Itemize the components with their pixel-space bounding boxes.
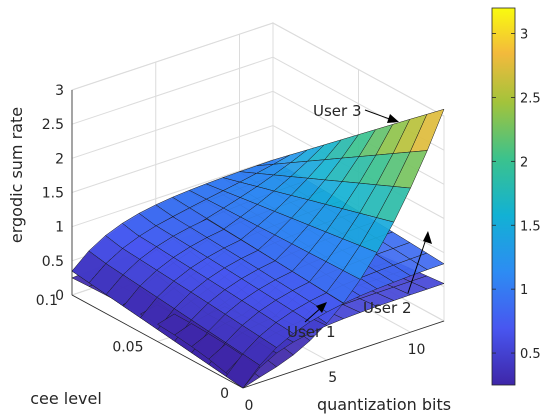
colorbar-tick-label: 3: [520, 28, 528, 43]
x-tick-label: 10: [408, 342, 426, 358]
z-axis-label: ergodic sum rate: [7, 107, 26, 243]
z-tick-label: 2: [55, 151, 64, 167]
z-tick-label: 0: [55, 288, 64, 304]
annotation-user-3: User 3: [313, 102, 399, 123]
colorbar-tick-label: 0.5: [520, 347, 541, 362]
y-axis-label: cee level: [30, 389, 102, 408]
user-1-arrowhead: [316, 302, 327, 313]
colorbar-ramp: [491, 7, 516, 386]
z-tick-label: 1: [55, 220, 64, 236]
z-tick-label: 2.5: [42, 117, 64, 133]
annotation-user-1: User 1: [287, 302, 336, 341]
y-tick-label: 0: [220, 386, 229, 402]
surface-user-2-patch: [225, 353, 261, 389]
user-3-label: User 3: [313, 102, 362, 120]
annotation-user-2: User 2: [363, 231, 432, 317]
user-2-arrowhead: [423, 231, 432, 244]
x-tick-label: 5: [328, 370, 337, 386]
colorbar-ticks: 0.5 1 1.5 2 2.5 3: [492, 28, 541, 362]
user-2-arrow: [407, 235, 428, 294]
user-1-label: User 1: [287, 323, 336, 341]
y-tick-label: 0.1: [36, 293, 58, 309]
colorbar-tick-label: 2.5: [520, 91, 541, 106]
x-axis-label: quantization bits: [317, 395, 451, 414]
user-2-label: User 2: [363, 299, 412, 317]
y-tick-label: 0.05: [112, 340, 143, 356]
colorbar: 0.5 1 1.5 2 2.5 3: [491, 7, 541, 386]
z-tick-label: 3: [55, 83, 64, 99]
x-tick-label: 0: [245, 398, 254, 414]
colorbar-tick-label: 1: [520, 283, 528, 298]
colorbar-tick-label: 2: [520, 155, 528, 170]
user-3-arrowhead: [387, 114, 399, 123]
z-tick-label: 0.5: [42, 254, 64, 270]
surfaces: [71, 108, 445, 389]
colorbar-tick-label: 1.5: [520, 219, 541, 234]
x-axis-line: [242, 320, 445, 389]
z-tick-label: 1.5: [42, 186, 64, 202]
y-axis-line: [71, 294, 244, 389]
